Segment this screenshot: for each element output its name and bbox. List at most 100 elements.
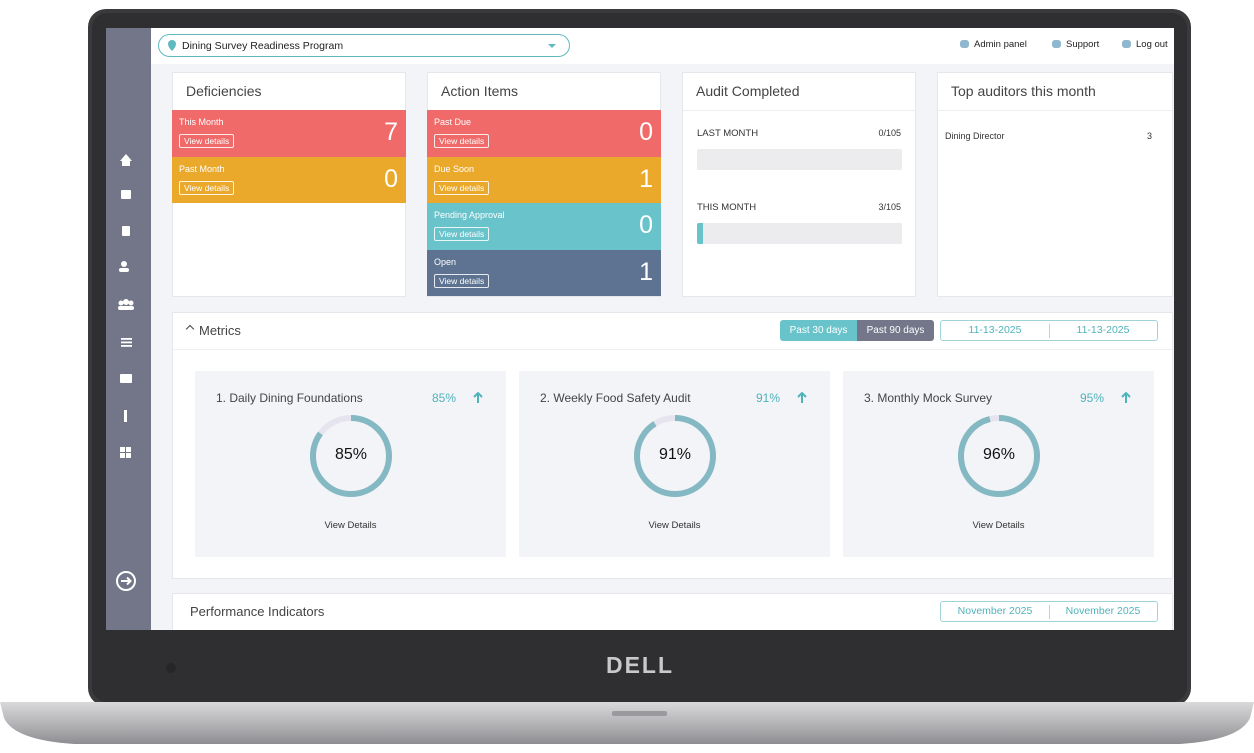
progress-track	[697, 149, 902, 170]
deficiencies-card: Deficiencies This Month View details 7 Past …	[172, 72, 406, 297]
progress-count: 3/105	[878, 202, 901, 212]
metric-title: 2. Weekly Food Safety Audit	[540, 391, 691, 405]
link-icon	[960, 40, 969, 48]
link-icon	[1052, 40, 1061, 48]
donut-arc	[634, 415, 716, 497]
admin-panel-link[interactable]: Admin panel	[960, 38, 1030, 52]
panel-title: Performance Indicators	[190, 604, 325, 619]
donut-svg	[958, 415, 1040, 497]
status-count: 0	[384, 164, 398, 193]
view-details-button[interactable]: View details	[179, 180, 235, 195]
program-select[interactable]: Dining Survey Readiness Program	[158, 34, 570, 57]
arrow-icon	[1121, 391, 1131, 403]
link-text: Admin panel	[974, 39, 1027, 50]
donut-arc	[310, 415, 392, 497]
status-count: 1	[639, 257, 653, 286]
date-range[interactable]: November 2025 November 2025	[940, 601, 1158, 622]
view-details-button[interactable]: View details	[179, 134, 235, 148]
metric-card: 3. Monthly Mock Survey 95% 96% View Details	[843, 371, 1154, 557]
trend-arrow	[1120, 391, 1132, 404]
donut-svg	[634, 415, 716, 497]
link-icon	[1122, 40, 1131, 48]
auditor-name: Dining Director	[945, 131, 1005, 141]
view-details-link[interactable]: View Details	[648, 520, 701, 531]
arrow-shape	[473, 391, 483, 403]
date-text: November 2025	[957, 605, 1033, 617]
status-label: Open	[434, 256, 457, 267]
metric-card: 2. Weekly Food Safety Audit 91% 91% View De…	[519, 371, 830, 557]
date-text: 11-13-2025	[968, 324, 1022, 336]
range-button[interactable]: Past 30 days	[780, 320, 857, 341]
date-divider	[1049, 324, 1050, 338]
view-details-button[interactable]: View details	[434, 273, 490, 288]
view-details-button[interactable]: View details	[434, 134, 490, 148]
donut-arc	[958, 415, 1040, 497]
status-count: 1	[639, 164, 653, 193]
performance-panel: Performance Indicators November 2025 Novem…	[172, 593, 1173, 630]
link-text: Log out	[1136, 39, 1168, 50]
status-label: Past Due	[434, 117, 472, 127]
sidebar	[106, 28, 151, 630]
date-range[interactable]: 11-13-2025 11-13-2025	[940, 320, 1158, 341]
status-row: Due Soon View details 1	[427, 156, 661, 203]
progress-label: THIS MONTH	[697, 202, 757, 213]
program-name: Dining Survey Readiness Program	[182, 40, 344, 52]
audit-card: Audit Completed LAST MONTH 0/105 THIS MONTH…	[682, 72, 916, 297]
arrow-shape	[1121, 391, 1131, 403]
action_items-card: Action Items Past Due View details 0 Due Soo…	[427, 72, 661, 297]
auditor-count: 3	[1146, 131, 1152, 141]
divider	[938, 110, 1174, 111]
metric-trend: 85%	[431, 391, 456, 405]
view-details-button[interactable]: View details	[434, 180, 490, 195]
card-title: Deficiencies	[186, 83, 262, 99]
metric-trend: 95%	[1079, 391, 1104, 405]
trend-arrow	[796, 391, 808, 404]
status-row: Open View details 1	[427, 249, 661, 296]
card-title: Top auditors this month	[951, 83, 1096, 99]
status-label: Pending Approval	[434, 210, 505, 220]
status-label: Past Month	[179, 163, 225, 174]
status-label: Due Soon	[434, 163, 475, 174]
range-button[interactable]: Past 90 days	[857, 320, 934, 341]
progress-label: LAST MONTH	[697, 128, 759, 139]
status-row: This Month View details 7	[172, 110, 406, 157]
divider	[173, 349, 1173, 350]
progress-count: 0/105	[878, 128, 901, 138]
status-row: Past Due View details 0	[427, 110, 661, 157]
arrow-icon	[473, 391, 483, 403]
view-details-link[interactable]: View Details	[972, 520, 1025, 531]
donut-label: 96%	[982, 446, 1016, 463]
screen: Dining Survey Readiness Program Admin pa…	[106, 28, 1174, 630]
card-title: Audit Completed	[696, 83, 800, 99]
collapse-caret[interactable]	[185, 324, 195, 334]
view-details-link[interactable]: View Details	[324, 520, 377, 531]
status-count: 0	[639, 118, 653, 146]
divider	[683, 110, 915, 111]
logout-link[interactable]: Log out	[1122, 38, 1174, 52]
date-divider	[1049, 605, 1050, 619]
progress-fill	[697, 223, 703, 244]
trend-arrow	[472, 391, 484, 404]
top-auditors-card: Top auditors this month Dining Director 3	[937, 72, 1174, 297]
view-details-button[interactable]: View details	[434, 227, 490, 241]
progress-track	[697, 223, 902, 244]
support-link[interactable]: Support	[1052, 38, 1122, 52]
arrow-shape	[797, 391, 807, 403]
donut-label: 91%	[658, 446, 692, 463]
card-title: Action Items	[441, 83, 519, 99]
donut: 96%	[956, 413, 1042, 499]
donut-label: 85%	[334, 446, 368, 463]
donut-svg	[310, 415, 392, 497]
status-label: This Month	[179, 117, 224, 127]
link-text: Support	[1066, 39, 1100, 50]
status-row: Past Month View details 0	[172, 156, 406, 203]
brand-logo: DELL	[605, 652, 675, 678]
status-count: 0	[639, 211, 653, 239]
date-text: November 2025	[1065, 605, 1141, 617]
metric-title: 1. Daily Dining Foundations	[216, 391, 363, 405]
date-text: 11-13-2025	[1076, 324, 1130, 336]
donut: 91%	[632, 413, 718, 499]
metrics-panel: Metrics Past 30 days Past 90 days 11-13-202…	[172, 312, 1173, 579]
pin-icon	[168, 40, 176, 51]
